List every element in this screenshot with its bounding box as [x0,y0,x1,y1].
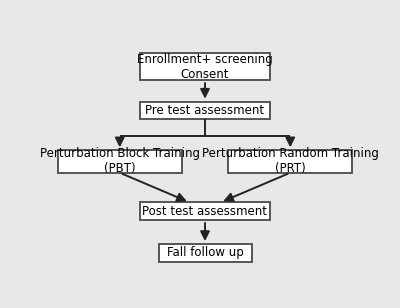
Text: Post test assessment: Post test assessment [142,205,268,218]
Bar [158,244,252,262]
Text: Fall follow up: Fall follow up [167,246,243,259]
Text: Perturbation Block Training
(PBT): Perturbation Block Training (PBT) [40,148,200,176]
Bar [58,150,182,173]
Text: Pre test assessment: Pre test assessment [146,104,264,117]
Text: Enrollment+ screening
Consent: Enrollment+ screening Consent [137,53,273,81]
Bar [228,150,352,173]
Text: Perturbation Random Training
(PRT): Perturbation Random Training (PRT) [202,148,379,176]
Bar [140,102,270,120]
Bar [140,202,270,220]
Bar [140,53,270,80]
